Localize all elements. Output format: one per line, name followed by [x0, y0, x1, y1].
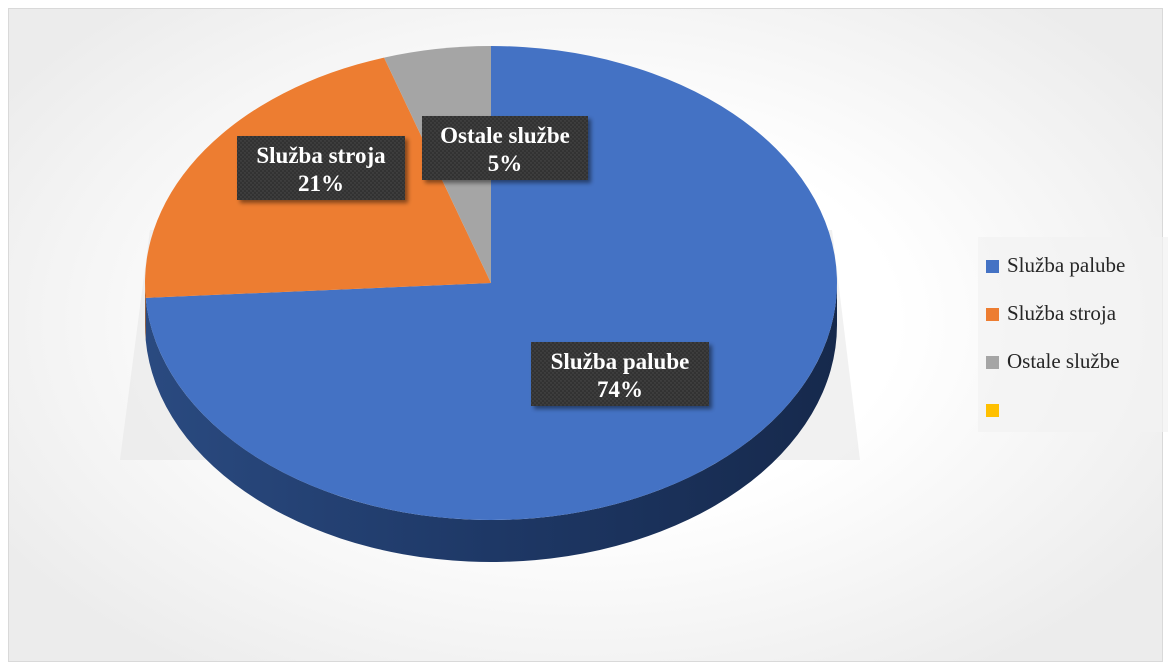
data-label-pct-0: 74%: [597, 377, 643, 402]
legend-swatch-3: [986, 404, 999, 417]
legend-entry-1: Služba stroja: [1007, 301, 1117, 325]
data-label-pct-2: 5%: [488, 151, 523, 176]
data-label-box-1: [237, 136, 405, 200]
pie-side: [145, 283, 838, 562]
legend: Služba palube Služba stroja Ostale službe: [978, 237, 1168, 432]
data-label-name-2: Ostale službe: [440, 123, 570, 148]
data-label-pct-1: 21%: [298, 171, 344, 196]
data-label-name-0: Služba palube: [551, 349, 690, 374]
legend-swatch-2: [986, 356, 999, 369]
pie-side-1-0: [145, 283, 146, 340]
data-label-2: Ostale službe 5%: [422, 116, 588, 180]
data-labels: Služba palube 74% Služba stroja 21% Ostale s…: [237, 116, 709, 406]
data-label-box-0: [531, 342, 709, 406]
data-label-0: Služba palube 74%: [531, 342, 709, 406]
legend-entry-2: Ostale službe: [1007, 349, 1120, 373]
legend-background: [978, 237, 1168, 432]
legend-entry-0: Služba palube: [1007, 253, 1125, 277]
pie-side-0-0: [145, 283, 838, 562]
data-label-name-1: Služba stroja: [256, 143, 386, 168]
legend-swatch-0: [986, 260, 999, 273]
data-label-box-2: [422, 116, 588, 180]
legend-swatch-1: [986, 308, 999, 321]
data-label-1: Služba stroja 21%: [237, 136, 405, 200]
